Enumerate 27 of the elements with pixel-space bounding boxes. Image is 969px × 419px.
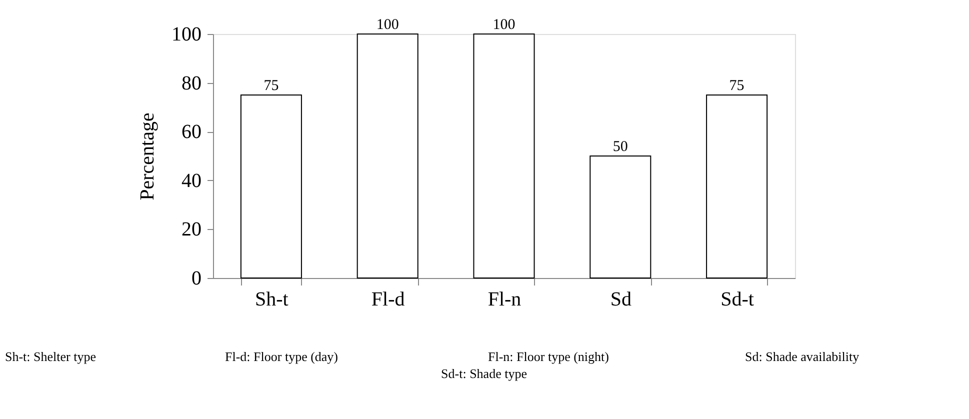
data-label: 100 [492,17,516,33]
bar [473,34,535,278]
x-tick-label: Fl-n [488,288,522,310]
data-label: 75 [264,78,279,94]
y-tick-label: 20 [182,218,202,241]
text: Fl-n: Floor type (night) [488,349,609,364]
y-axis-title: Percentage [136,112,158,200]
data-label: 75 [729,78,744,94]
y-tick-label: 100 [172,24,202,46]
bar [706,94,768,278]
data-label: 50 [612,139,628,155]
text: Sd: Shade availability [745,349,860,364]
x-tick-label: Sd [610,288,632,310]
y-tick-label: 40 [182,170,202,192]
text: Sh-t: Shelter type [5,349,96,364]
bar [240,94,302,278]
data-label: 100 [376,17,399,33]
x-tick-label: Fl-d [371,288,405,310]
x-tick-label: Sd-t [720,288,754,310]
y-tick-label: 80 [182,72,202,94]
bar [590,156,652,278]
text: Fl-d: Floor type (day) [225,349,338,364]
x-tick-label: Sh-t [255,288,289,310]
y-tick-label: 0 [192,268,202,290]
text: Sd-t: Shade type [441,366,528,381]
y-tick-label: 60 [182,121,202,144]
bar [356,34,418,278]
